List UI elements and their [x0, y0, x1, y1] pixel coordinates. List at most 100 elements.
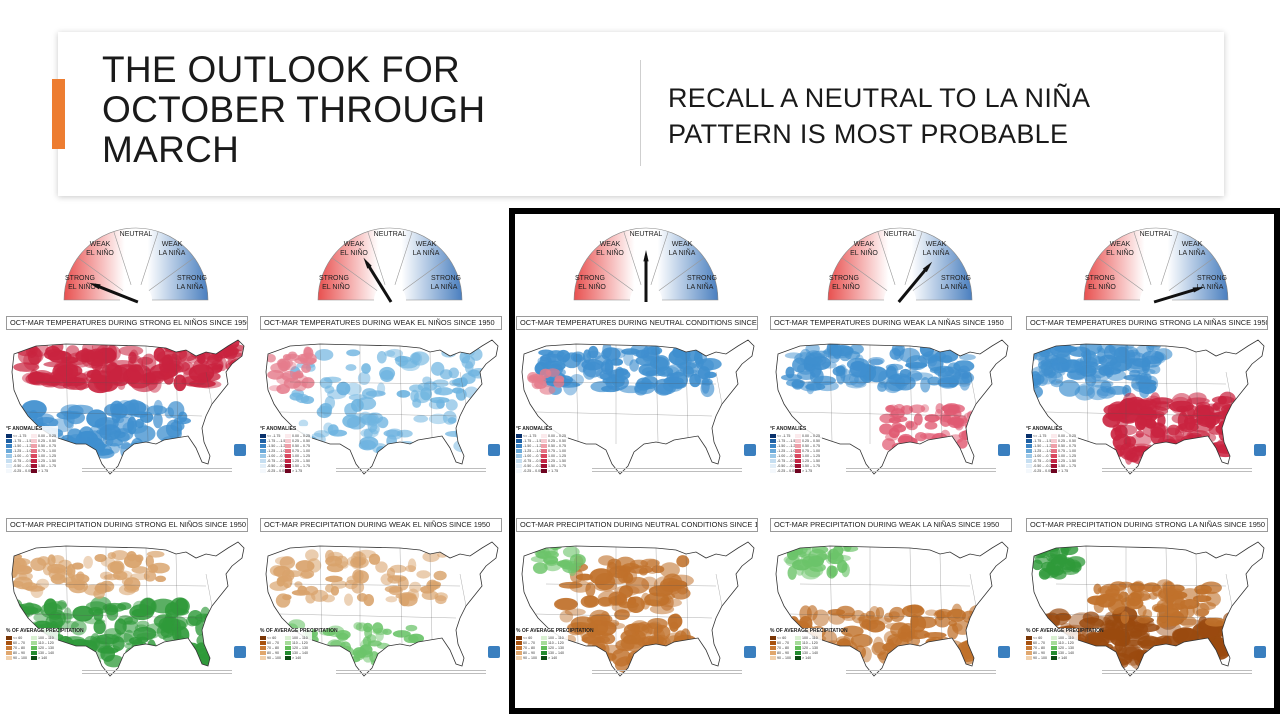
gauge-label-weak-la-nina: WEAK — [162, 241, 183, 248]
legend-label: 60 – 70 — [523, 640, 535, 645]
legend-label: 0.00 – 0.25 — [802, 433, 820, 438]
legend-label: 1.25 – 1.50 — [38, 458, 56, 463]
legend-label: 110 – 120 — [548, 640, 564, 645]
legend-label: 100 – 110 — [38, 635, 54, 640]
legend-label: <= 60 — [1033, 635, 1043, 640]
temp-legend-title: °F ANOMALIES — [260, 426, 297, 432]
legend-row: <= -1.75 0.00 – 0.25 — [260, 433, 312, 438]
gauge-needle-head — [89, 282, 101, 290]
gauge-needle — [1153, 287, 1199, 304]
precip-legend: % OF AVERAGE PRECIPITATION <= 60 100 – 110… — [1026, 628, 1104, 674]
credit-line — [846, 468, 996, 476]
legend-row: -1.00 – -0.75 1.00 – 1.25 — [516, 453, 568, 458]
legend-swatch — [770, 650, 776, 655]
legend-label: 1.25 – 1.50 — [1058, 458, 1076, 463]
legend-swatch — [795, 645, 801, 650]
gauge-label-strong-la-nina: LA NIÑA — [941, 282, 968, 291]
legend-label: > 140 — [1058, 655, 1068, 660]
precip-panel: OCT-MAR PRECIPITATION DURING WEAK LA NIÑ… — [768, 518, 1014, 690]
legend-label: 70 – 80 — [267, 645, 279, 650]
legend-label: -0.25 – 0.00 — [523, 468, 543, 473]
legend-label: 60 – 70 — [267, 640, 279, 645]
precip-panel-title: OCT-MAR PRECIPITATION DURING STRONG LA N… — [1026, 518, 1268, 532]
source-logo — [234, 646, 246, 658]
legend-label: -1.00 – -0.75 — [267, 453, 288, 458]
legend-label: 120 – 130 — [548, 645, 564, 650]
legend-swatch — [795, 453, 801, 458]
legend-label: 80 – 90 — [267, 650, 279, 655]
legend-swatch — [260, 448, 266, 453]
gauge-label-strong-el-nino: STRONG — [319, 275, 349, 282]
precip-legend-title: % OF AVERAGE PRECIPITATION — [6, 628, 84, 634]
legend-swatch — [285, 433, 291, 438]
legend-swatch — [31, 468, 37, 473]
legend-swatch — [31, 650, 37, 655]
legend-row: -0.50 – -0.25 1.50 – 1.75 — [6, 463, 58, 468]
source-logo — [1254, 646, 1266, 658]
legend-label: 60 – 70 — [1033, 640, 1045, 645]
legend-label: -1.50 – -1.25 — [13, 443, 34, 448]
legend-label: 1.50 – 1.75 — [548, 463, 566, 468]
legend-row: -1.75 – -1.50 0.25 – 0.50 — [6, 438, 58, 443]
legend-label: -0.75 – -0.50 — [1033, 458, 1054, 463]
legend-label: 90 – 100 — [523, 655, 537, 660]
legend-swatch — [260, 468, 266, 473]
source-logo — [234, 444, 246, 456]
gauge-label-weak-la-nina: WEAK — [672, 241, 693, 248]
gauge-needle-head — [1192, 287, 1205, 293]
legend-swatch — [6, 443, 12, 448]
temperature-map — [775, 339, 1009, 475]
temperature-map — [265, 339, 499, 475]
legend-row: -1.75 – -1.50 0.25 – 0.50 — [770, 438, 822, 443]
legend-row: -1.50 – -1.25 0.50 – 0.75 — [260, 443, 312, 448]
gauge-label-strong-el-nino: EL NIÑO — [322, 282, 350, 291]
temp-panel: OCT-MAR TEMPERATURES DURING STRONG LA NI… — [1024, 316, 1270, 488]
legend-swatch — [285, 463, 291, 468]
legend-label: -1.50 – -1.25 — [267, 443, 288, 448]
legend-label: -1.25 – -1.00 — [523, 448, 544, 453]
gauge-label-weak-la-nina: WEAK — [1182, 241, 1203, 248]
gauge-arc — [1083, 227, 1229, 301]
legend-swatch — [795, 640, 801, 645]
legend-label: 0.00 – 0.25 — [548, 433, 566, 438]
precip-panel: OCT-MAR PRECIPITATION DURING NEUTRAL CON… — [514, 518, 760, 690]
legend-label: 70 – 80 — [13, 645, 25, 650]
gauge-label-strong-el-nino: EL NIÑO — [1088, 282, 1116, 291]
column-strong-la-nina: STRONG EL NIÑO WEAK EL NIÑO NEUTRAL WEAK LA NI… — [1024, 222, 1270, 682]
legend-swatch — [1051, 463, 1057, 468]
legend-swatch — [1026, 433, 1032, 438]
legend-swatch — [1026, 443, 1032, 448]
legend-swatch — [795, 458, 801, 463]
legend-label: -1.25 – -1.00 — [1033, 448, 1054, 453]
legend-row: -1.25 – -1.00 0.75 – 1.00 — [516, 448, 568, 453]
gauge-label-neutral: NEUTRAL — [884, 231, 917, 238]
legend-row: 70 – 80 120 – 130 — [6, 645, 58, 650]
legend-row: -0.25 – 0.00 > 1.75 — [516, 468, 568, 473]
legend-row: -1.00 – -0.75 1.00 – 1.25 — [6, 453, 58, 458]
legend-swatch — [285, 468, 291, 473]
legend-swatch — [285, 443, 291, 448]
legend-swatch — [1026, 645, 1032, 650]
legend-swatch — [770, 453, 776, 458]
legend-swatch — [795, 463, 801, 468]
legend-swatch — [31, 438, 37, 443]
temp-legend-title: °F ANOMALIES — [770, 426, 807, 432]
legend-label: 130 – 140 — [802, 650, 818, 655]
legend-label: -1.50 – -1.25 — [777, 443, 798, 448]
legend-label: 0.50 – 0.75 — [1058, 443, 1076, 448]
legend-label: 0.00 – 0.25 — [1058, 433, 1076, 438]
gauge-label-weak-la-nina: LA NIÑA — [413, 248, 440, 257]
legend-label: 70 – 80 — [777, 645, 789, 650]
legend-row: 80 – 90 130 – 140 — [516, 650, 568, 655]
gauge-needle — [94, 283, 139, 304]
legend-swatch — [285, 645, 291, 650]
legend-swatch — [1026, 655, 1032, 660]
legend-label: 120 – 130 — [292, 645, 308, 650]
gauge-label-neutral: NEUTRAL — [120, 231, 153, 238]
legend-label: 0.25 – 0.50 — [548, 438, 566, 443]
legend-swatch — [541, 468, 547, 473]
legend-swatch — [770, 443, 776, 448]
